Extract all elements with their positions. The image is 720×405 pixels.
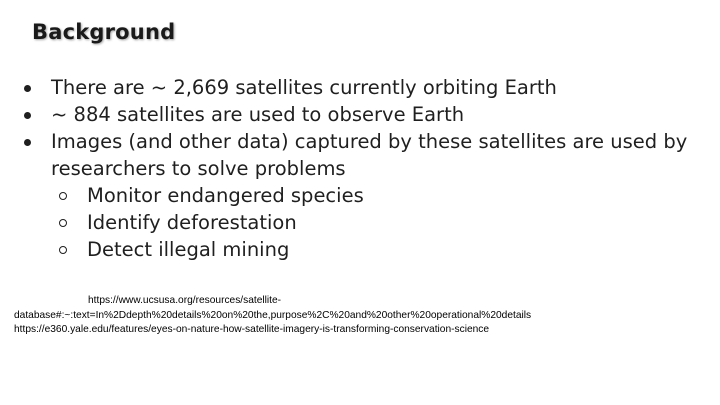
references: https://www.ucsusa.org/resources/satelli… <box>14 294 714 338</box>
slide-title: Background <box>32 20 176 44</box>
bullet-text: There are ~ 2,669 satellites currently o… <box>51 76 557 99</box>
bullet-item: Images (and other data) captured by thes… <box>24 128 704 182</box>
bullet-text: Images (and other data) captured by thes… <box>51 130 688 180</box>
bullet-dot-icon <box>24 85 31 92</box>
bullet-item: There are ~ 2,669 satellites currently o… <box>24 74 704 101</box>
sub-bullet-item: Identify deforestation <box>24 209 704 236</box>
sub-bullet-text: Monitor endangered species <box>87 184 364 207</box>
sub-bullet-text: Detect illegal mining <box>87 238 290 261</box>
sub-bullet-item: Detect illegal mining <box>24 236 704 263</box>
sub-bullet-text: Identify deforestation <box>87 211 297 234</box>
reference-link-2[interactable]: https://e360.yale.edu/features/eyes-on-n… <box>14 324 490 335</box>
bullet-list: There are ~ 2,669 satellites currently o… <box>24 74 704 263</box>
hollow-bullet-icon <box>59 192 67 200</box>
hollow-bullet-icon <box>59 246 67 254</box>
reference-link-1-part-2[interactable]: database#:~:text=In%2Ddepth%20details%20… <box>14 309 532 321</box>
hollow-bullet-icon <box>59 219 67 227</box>
bullet-dot-icon <box>24 139 31 146</box>
sub-bullet-item: Monitor endangered species <box>24 182 704 209</box>
bullet-item: ~ 884 satellites are used to observe Ear… <box>24 101 704 128</box>
bullet-text: ~ 884 satellites are used to observe Ear… <box>51 103 465 126</box>
bullet-dot-icon <box>24 112 31 119</box>
reference-link-1-part-1[interactable]: https://www.ucsusa.org/resources/satelli… <box>88 295 282 306</box>
